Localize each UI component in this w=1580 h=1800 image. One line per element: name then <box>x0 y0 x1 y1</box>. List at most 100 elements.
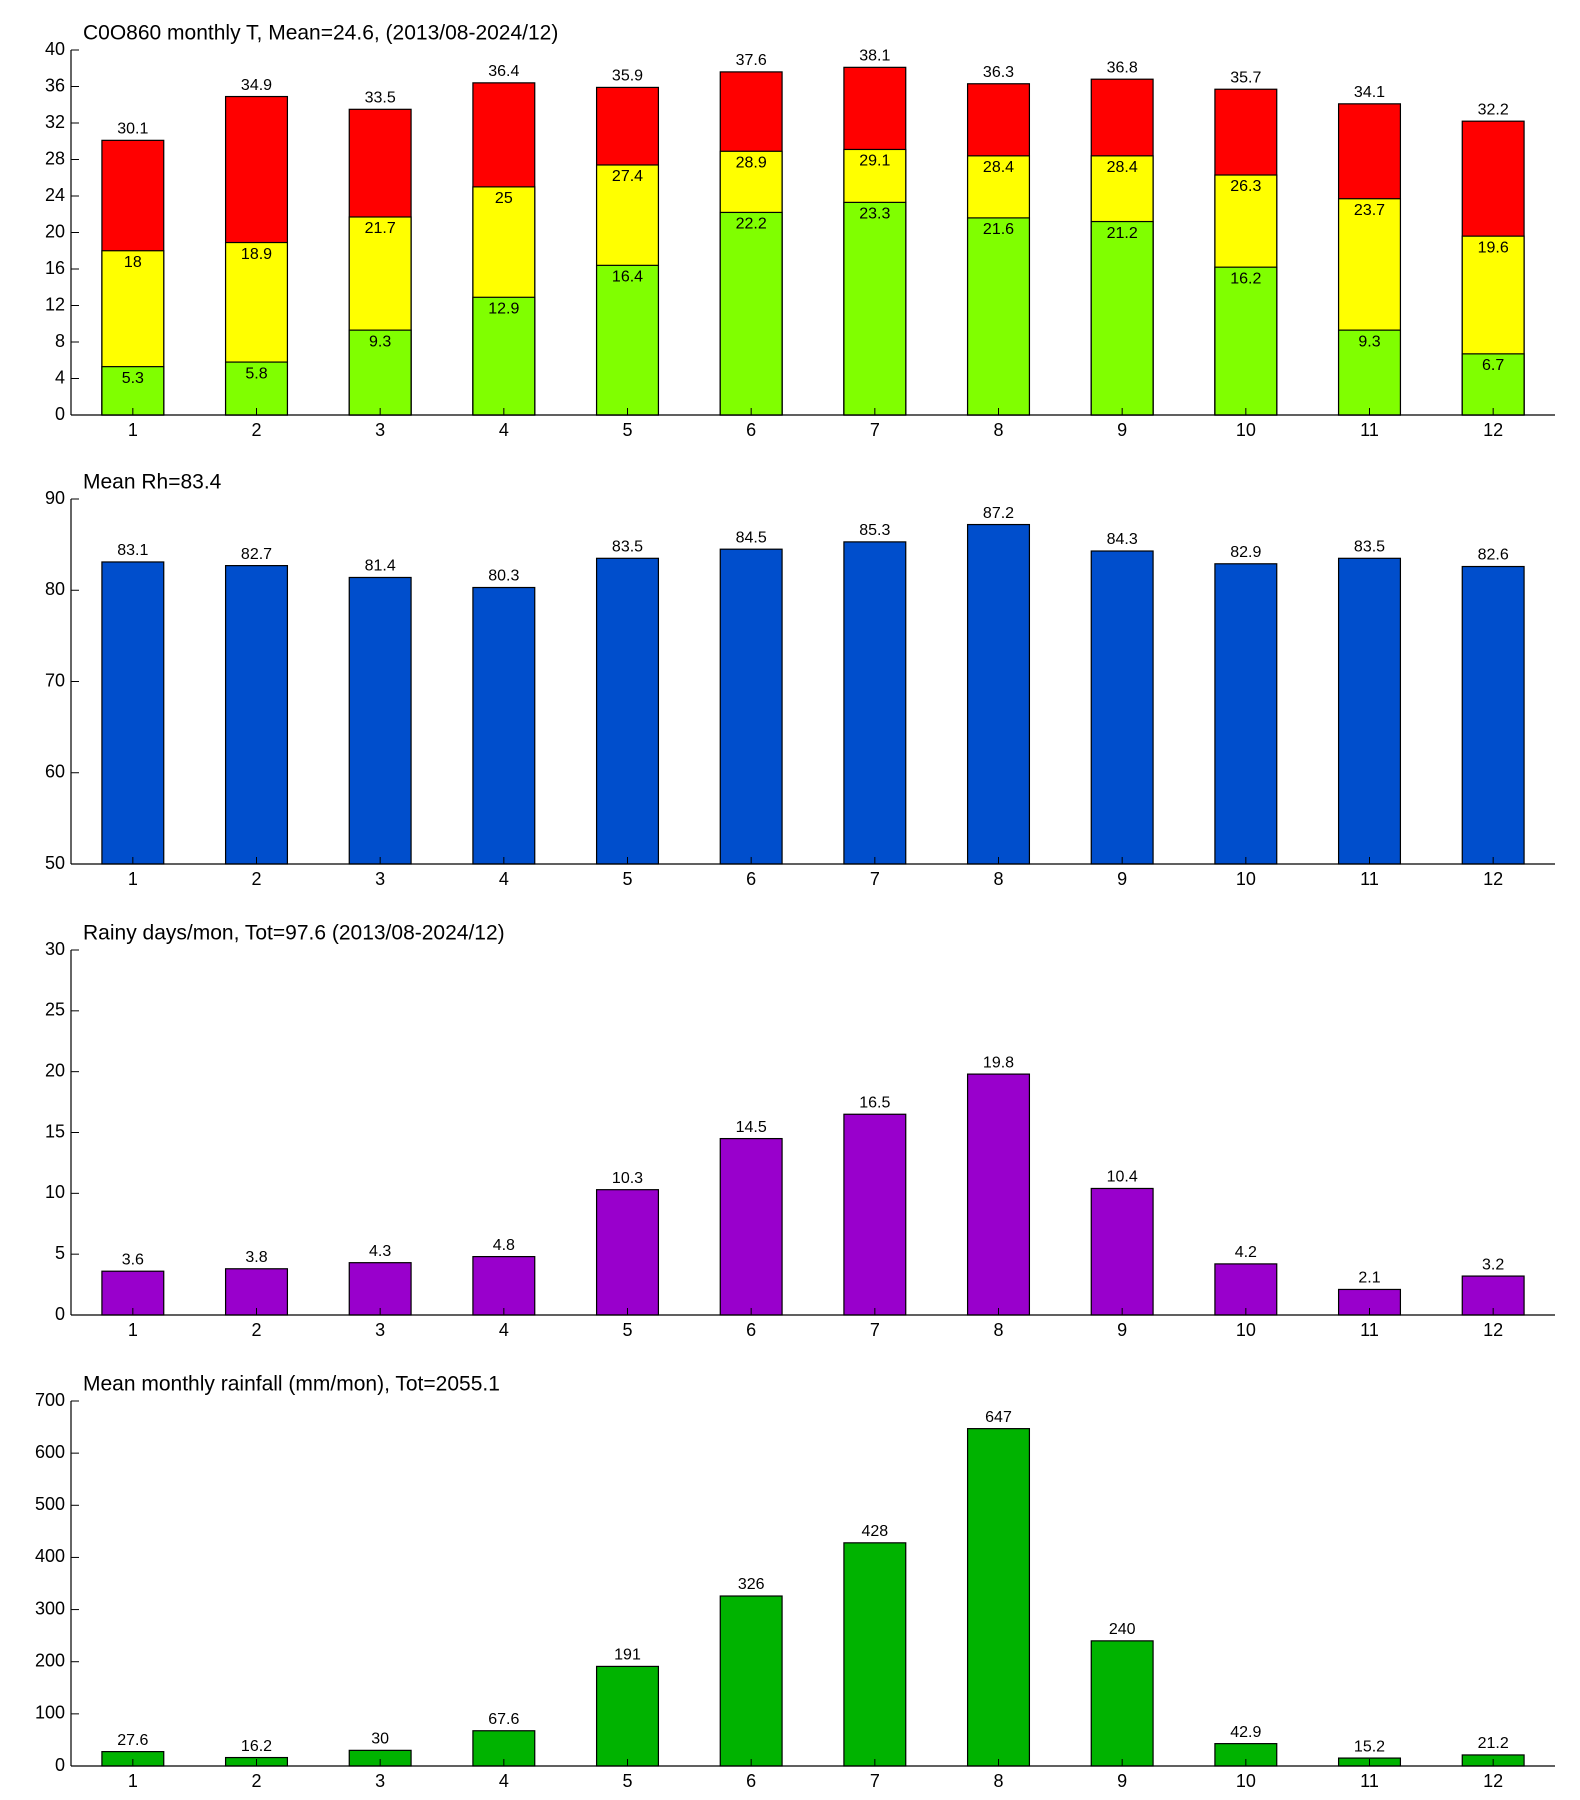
y-tick-label: 70 <box>45 670 65 690</box>
x-tick-label: 2 <box>251 1771 261 1791</box>
data-label: 82.9 <box>1230 544 1261 561</box>
bar <box>101 561 165 865</box>
x-tick-label: 6 <box>746 869 756 889</box>
data-label: 16.2 <box>1230 270 1261 287</box>
x-tick-label: 12 <box>1483 1771 1503 1791</box>
bar <box>966 1428 1031 1767</box>
x-tick-label: 10 <box>1236 1771 1256 1791</box>
data-label: 9.3 <box>369 333 391 350</box>
bar <box>843 1113 907 1316</box>
data-label: 4.8 <box>493 1237 515 1254</box>
data-label: 14.5 <box>736 1119 767 1136</box>
x-tick-label: 11 <box>1360 1320 1379 1340</box>
data-label: 37.6 <box>736 52 767 69</box>
data-label: 26.3 <box>1230 178 1261 195</box>
data-label: 428 <box>861 1523 888 1540</box>
data-label: 82.7 <box>241 546 272 563</box>
x-tick-label: 8 <box>993 1320 1003 1340</box>
bar <box>966 1073 1031 1316</box>
x-tick-label: 5 <box>622 1771 632 1791</box>
data-label: 42.9 <box>1230 1724 1261 1741</box>
bar <box>1337 557 1402 865</box>
y-tick-label: 80 <box>45 579 65 599</box>
data-label: 15.2 <box>1354 1738 1385 1755</box>
y-tick-label: 40 <box>45 39 65 59</box>
data-label: 25 <box>495 190 513 207</box>
x-tick-label: 6 <box>746 420 756 440</box>
x-tick-label: 3 <box>375 869 385 889</box>
data-label: 36.3 <box>983 64 1014 81</box>
x-tick-label: 1 <box>128 869 138 889</box>
x-tick-label: 4 <box>499 1320 509 1340</box>
y-tick-label: 90 <box>45 488 65 508</box>
bar <box>348 329 412 416</box>
data-label: 10.4 <box>1107 1169 1138 1186</box>
chart-title: Mean Rh=83.4 <box>83 471 222 494</box>
x-tick-label: 11 <box>1360 869 1379 889</box>
bar <box>719 1595 783 1767</box>
data-label: 6.7 <box>1482 357 1504 374</box>
bar <box>719 1137 783 1316</box>
bar <box>843 541 907 865</box>
data-label: 27.6 <box>117 1732 148 1749</box>
x-tick-label: 9 <box>1117 1320 1127 1340</box>
y-tick-label: 100 <box>35 1703 65 1723</box>
data-label: 32.2 <box>1478 101 1509 118</box>
x-tick-label: 8 <box>993 420 1003 440</box>
data-label: 10.3 <box>612 1170 643 1187</box>
data-label: 29.1 <box>859 153 890 170</box>
x-tick-label: 12 <box>1483 1320 1503 1340</box>
bar <box>472 1255 536 1316</box>
x-tick-label: 4 <box>499 1771 509 1791</box>
data-label: 28.4 <box>983 159 1014 176</box>
x-tick-label: 9 <box>1117 869 1127 889</box>
data-label: 23.3 <box>859 206 890 223</box>
bar <box>101 366 165 416</box>
data-label: 16.2 <box>241 1738 272 1755</box>
bar <box>966 523 1031 865</box>
x-tick-label: 3 <box>375 1320 385 1340</box>
x-tick-label: 3 <box>375 1771 385 1791</box>
x-tick-label: 9 <box>1117 420 1127 440</box>
data-label: 87.2 <box>983 505 1014 522</box>
bar <box>1214 563 1278 865</box>
data-label: 84.5 <box>736 529 767 546</box>
x-tick-label: 4 <box>499 869 509 889</box>
data-label: 21.2 <box>1107 225 1138 242</box>
y-tick-label: 20 <box>45 1060 65 1080</box>
chart-title: Mean monthly rainfall (mm/mon), Tot=2055… <box>83 1373 500 1396</box>
data-label: 12.9 <box>488 301 519 318</box>
data-label: 80.3 <box>488 568 519 585</box>
data-label: 4.2 <box>1235 1244 1257 1261</box>
y-tick-label: 32 <box>45 112 65 132</box>
x-tick-label: 5 <box>622 1320 632 1340</box>
data-label: 5.8 <box>245 365 267 382</box>
data-label: 5.3 <box>122 370 144 387</box>
data-label: 3.6 <box>122 1251 144 1268</box>
x-tick-label: 8 <box>993 869 1003 889</box>
data-label: 28.9 <box>736 155 767 172</box>
y-tick-label: 30 <box>45 939 65 959</box>
x-tick-label: 6 <box>746 1771 756 1791</box>
y-tick-label: 10 <box>45 1182 65 1202</box>
x-tick-label: 2 <box>251 869 261 889</box>
y-tick-label: 8 <box>55 331 65 351</box>
data-label: 4.3 <box>369 1243 391 1260</box>
y-tick-label: 0 <box>55 404 65 424</box>
x-tick-label: 5 <box>622 420 632 440</box>
data-label: 30.1 <box>117 121 148 138</box>
data-label: 9.3 <box>1358 333 1380 350</box>
y-tick-label: 50 <box>45 853 65 873</box>
bar <box>843 201 907 416</box>
bar <box>1090 550 1154 865</box>
data-label: 33.5 <box>365 90 396 107</box>
y-tick-label: 400 <box>35 1546 65 1566</box>
data-label: 16.5 <box>859 1094 890 1111</box>
x-tick-label: 5 <box>622 869 632 889</box>
y-tick-label: 16 <box>45 258 65 278</box>
y-tick-label: 28 <box>45 148 65 168</box>
data-label: 3.8 <box>245 1249 267 1266</box>
bar <box>1461 565 1525 865</box>
data-label: 82.6 <box>1478 547 1509 564</box>
